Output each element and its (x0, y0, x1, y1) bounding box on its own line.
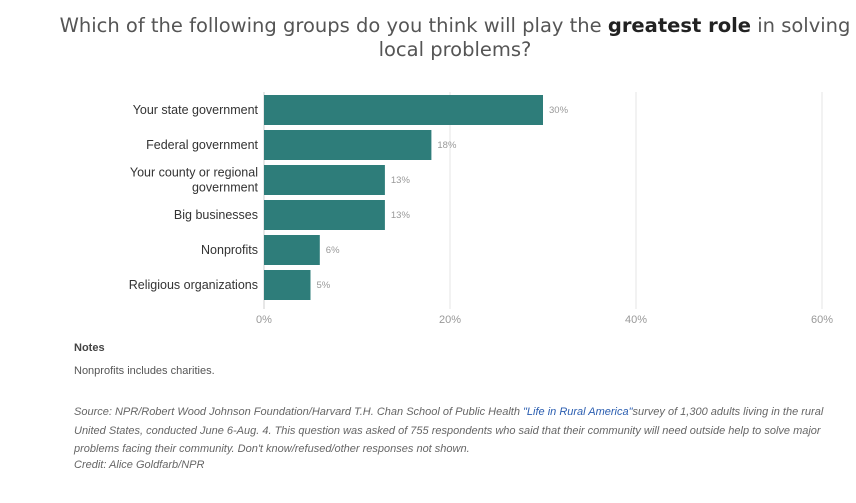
bar (264, 165, 385, 195)
category-label: Nonprofits (201, 243, 258, 257)
category-label: Your state government (133, 103, 259, 117)
source-text-end: survey of 1,300 adults living in the rur… (74, 406, 824, 455)
bar (264, 95, 543, 125)
value-label: 18% (437, 140, 457, 151)
value-label: 6% (326, 245, 340, 256)
category-label: Religious organizations (129, 278, 258, 292)
value-label: 30% (549, 105, 569, 116)
source-note: Source: NPR/Robert Wood Johnson Foundati… (74, 403, 834, 459)
x-tick-label: 0% (256, 314, 272, 326)
notes-text: Nonprofits includes charities. (74, 365, 215, 377)
title-text-end: in solving local problems? (378, 14, 851, 61)
bar (264, 235, 320, 265)
value-label: 13% (391, 175, 411, 186)
category-label: government (192, 181, 259, 195)
title-text: Which of the following groups do you thi… (59, 14, 608, 37)
survey-link[interactable]: "Life in Rural America" (523, 406, 633, 418)
category-label: Your county or regional (130, 166, 258, 180)
value-label: 13% (391, 210, 411, 221)
bar (264, 130, 432, 160)
bar (264, 200, 385, 230)
chart-title: Which of the following groups do you thi… (40, 14, 856, 62)
category-label: Federal government (146, 138, 258, 152)
category-label: Big businesses (174, 208, 258, 222)
credit: Credit: Alice Goldfarb/NPR (74, 459, 205, 471)
x-tick-label: 40% (625, 314, 647, 326)
x-tick-label: 20% (439, 314, 461, 326)
notes-heading: Notes (74, 342, 105, 354)
x-tick-label: 60% (811, 314, 833, 326)
bar-chart: 0% 20% 40% 60% Your state government 30% Feder… (129, 92, 833, 326)
value-label: 5% (317, 280, 331, 291)
bar (264, 270, 311, 300)
title-emphasis: greatest role (607, 14, 752, 37)
source-text: Source: NPR/Robert Wood Johnson Foundati… (74, 406, 523, 418)
